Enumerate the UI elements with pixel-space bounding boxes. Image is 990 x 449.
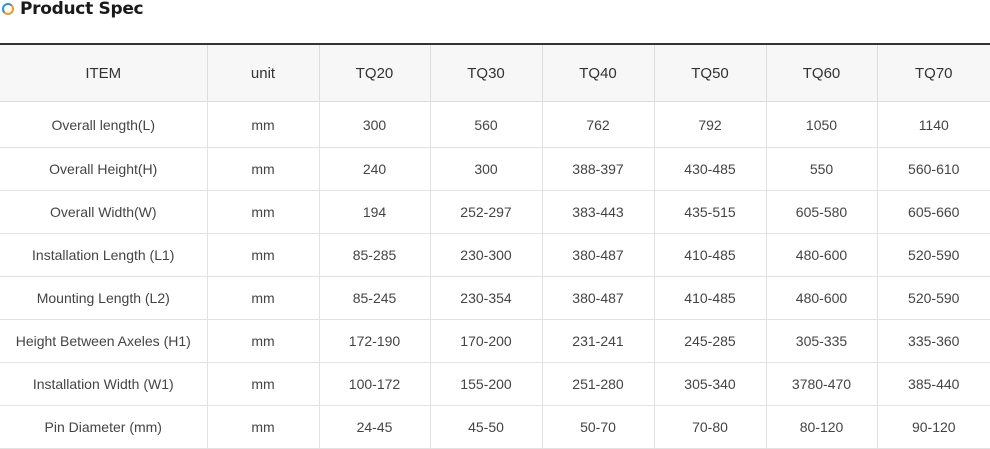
value-cell: 80-120 [765,405,877,449]
spec-table: ITEM unit TQ20 TQ30 TQ40 TQ50 TQ60 TQ70 Overall… [0,43,990,449]
value-cell: 85-285 [318,233,430,277]
table-row: Installation Length (L1) mm 85-285 230-300 3… [0,233,990,277]
value-cell: 252-297 [429,190,542,234]
value-cell: 520-590 [876,233,990,277]
section-title-text: Product Spec [20,0,144,19]
value-cell: 155-200 [429,362,542,406]
value-cell: 335-360 [876,319,990,363]
value-cell: 170-200 [429,319,542,363]
table-row: Overall Width(W) mm 194 252-297 383-443 435-5… [0,190,990,234]
value-cell: 550 [765,147,877,191]
value-cell: 194 [318,190,430,234]
value-cell: 792 [653,101,766,148]
value-cell: 251-280 [541,362,654,406]
row-label-cell: Height Between Axeles (H1) [0,319,207,363]
value-cell: 480-600 [765,233,877,277]
unit-cell: mm [206,233,319,277]
value-cell: 240 [318,147,430,191]
value-cell: 100-172 [318,362,430,406]
value-cell: 50-70 [541,405,654,449]
value-cell: 762 [541,101,654,148]
column-header: TQ50 [653,43,766,102]
unit-cell: mm [206,319,319,363]
value-cell: 480-600 [765,276,877,320]
header-row: ITEM unit TQ20 TQ30 TQ40 TQ50 TQ60 TQ70 [0,43,990,102]
table-row: Installation Width (W1) mm 100-172 155-200 2… [0,362,990,406]
value-cell: 230-300 [429,233,542,277]
column-header: TQ60 [765,43,877,102]
value-cell: 388-397 [541,147,654,191]
table-row: Overall length(L) mm 300 560 762 792 1050 1140 [0,101,990,148]
section-title: Product Spec [0,0,144,19]
table-body: Overall length(L) mm 300 560 762 792 1050 1140 O… [0,101,990,449]
column-header: unit [206,43,319,102]
column-header: TQ20 [318,43,430,102]
value-cell: 430-485 [653,147,766,191]
value-cell: 230-354 [429,276,542,320]
value-cell: 24-45 [318,405,430,449]
unit-cell: mm [206,405,319,449]
row-label-cell: Overall Height(H) [0,147,207,191]
value-cell: 605-660 [876,190,990,234]
value-cell: 45-50 [429,405,542,449]
value-cell: 380-487 [541,233,654,277]
table-row: Overall Height(H) mm 240 300 388-397 430-485 5… [0,147,990,191]
row-label-cell: Installation Width (W1) [0,362,207,406]
value-cell: 245-285 [653,319,766,363]
value-cell: 70-80 [653,405,766,449]
unit-cell: mm [206,147,319,191]
column-header: TQ30 [429,43,542,102]
value-cell: 3780-470 [765,362,877,406]
value-cell: 85-245 [318,276,430,320]
value-cell: 605-580 [765,190,877,234]
row-label-cell: Overall Width(W) [0,190,207,234]
table-row: Mounting Length (L2) mm 85-245 230-354 380-4… [0,276,990,320]
value-cell: 305-340 [653,362,766,406]
value-cell: 560 [429,101,542,148]
value-cell: 380-487 [541,276,654,320]
unit-cell: mm [206,101,319,148]
column-header: ITEM [0,43,207,102]
ring-icon [2,3,14,15]
value-cell: 560-610 [876,147,990,191]
value-cell: 385-440 [876,362,990,406]
value-cell: 520-590 [876,276,990,320]
value-cell: 1050 [765,101,877,148]
value-cell: 300 [429,147,542,191]
column-header: TQ70 [876,43,990,102]
row-label-cell: Mounting Length (L2) [0,276,207,320]
row-label-cell: Pin Diameter (mm) [0,405,207,449]
value-cell: 231-241 [541,319,654,363]
row-label-cell: Installation Length (L1) [0,233,207,277]
column-header: TQ40 [541,43,654,102]
value-cell: 300 [318,101,430,148]
value-cell: 305-335 [765,319,877,363]
value-cell: 1140 [876,101,990,148]
unit-cell: mm [206,190,319,234]
unit-cell: mm [206,276,319,320]
value-cell: 172-190 [318,319,430,363]
value-cell: 410-485 [653,276,766,320]
table-row: Pin Diameter (mm) mm 24-45 45-50 50-70 70-80 8… [0,405,990,449]
table-row: Height Between Axeles (H1) mm 172-190 170-2… [0,319,990,363]
value-cell: 383-443 [541,190,654,234]
row-label-cell: Overall length(L) [0,101,207,148]
value-cell: 435-515 [653,190,766,234]
unit-cell: mm [206,362,319,406]
value-cell: 90-120 [876,405,990,449]
value-cell: 410-485 [653,233,766,277]
